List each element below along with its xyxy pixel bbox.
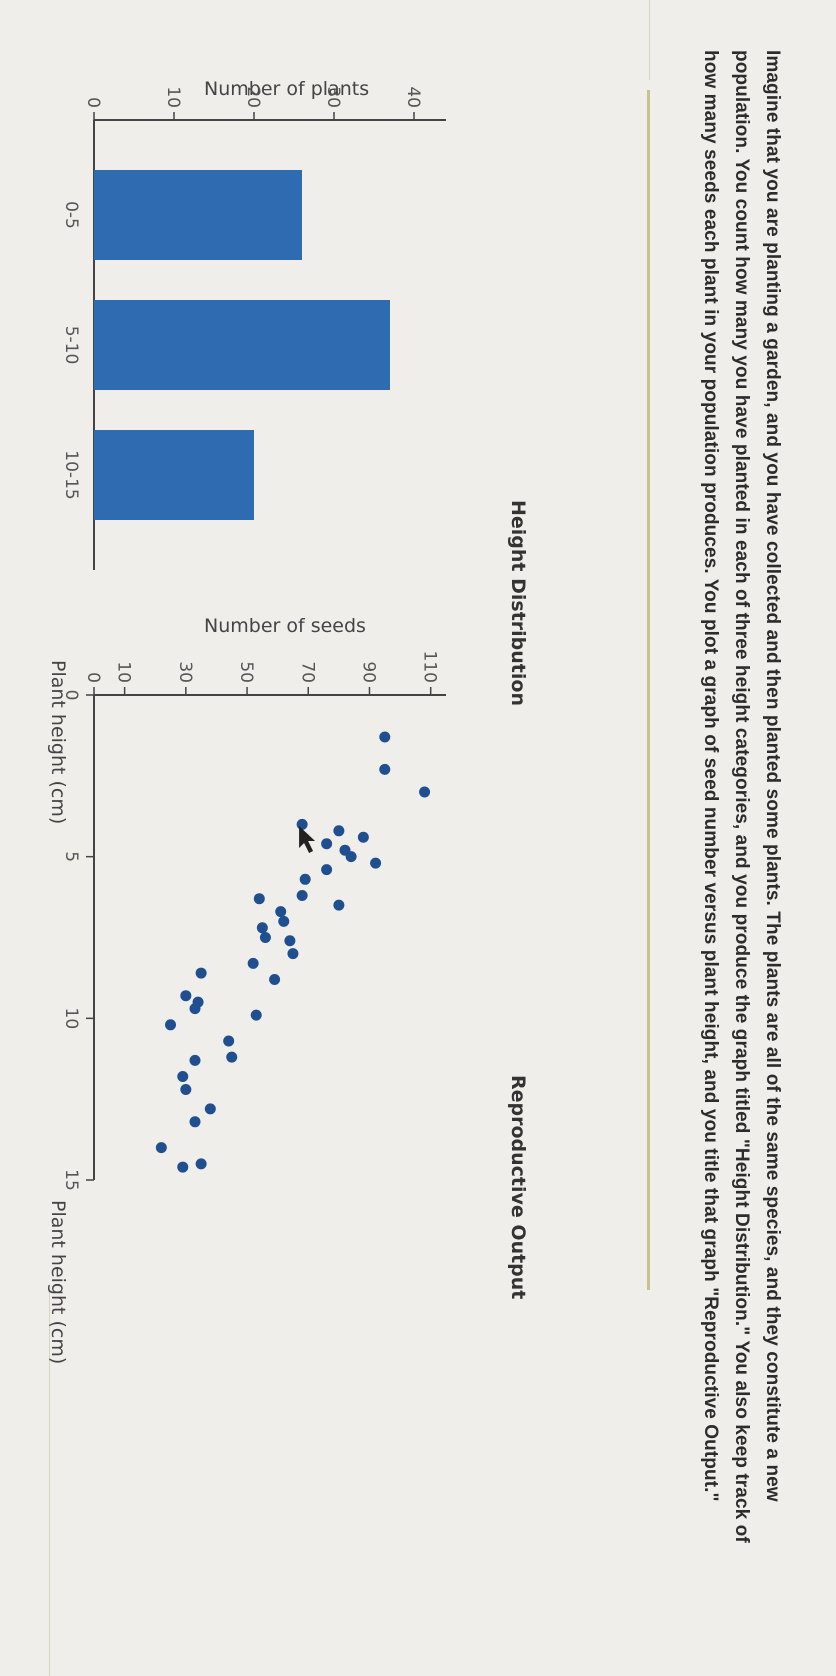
- output-chart-point: [180, 1083, 192, 1095]
- height-chart-y-tick-label: 40: [403, 86, 423, 108]
- height-chart-y-tick-label: 30: [323, 86, 343, 108]
- output-chart-point: [284, 935, 296, 947]
- output-chart-point: [259, 932, 271, 943]
- height-chart-xlabel: Plant height (cm): [47, 660, 69, 824]
- output-chart-y-tick-label: 90: [358, 661, 378, 683]
- output-chart-point: [278, 915, 290, 927]
- output-chart-point: [296, 889, 308, 901]
- output-chart-point: [296, 818, 308, 830]
- output-chart-point: [419, 786, 431, 798]
- height-chart-title: Height Distribution: [507, 500, 529, 706]
- height-chart-x-tick-label: 0-5: [61, 201, 81, 229]
- height-chart-x-tick-label: 10-15: [61, 450, 81, 499]
- output-chart-point: [269, 974, 281, 986]
- output-chart-point: [379, 731, 391, 743]
- output-chart-point: [189, 1116, 201, 1128]
- output-chart-point: [195, 1158, 207, 1170]
- output-chart-point: [333, 825, 345, 837]
- output-chart-point: [250, 1009, 262, 1021]
- output-chart-point: [256, 922, 268, 934]
- output-chart-ylabel: Number of seeds: [204, 615, 366, 637]
- output-chart-x-tick-label: 5: [61, 851, 81, 862]
- height-chart-y-tick-label: 20: [243, 86, 263, 108]
- output-chart-x-tick-label: 15: [61, 1169, 81, 1191]
- output-chart-y-tick-label: 110: [420, 651, 440, 683]
- mouse-cursor-icon: [299, 825, 316, 853]
- height-chart-y-tick-label: 0: [83, 97, 103, 108]
- height-chart-ylabel: Number of plants: [204, 78, 369, 100]
- output-chart-point: [253, 893, 265, 905]
- height-chart-x-tick-label: 5-10: [61, 326, 81, 365]
- output-chart-y-tick-label: 30: [175, 661, 195, 683]
- output-chart-point: [177, 1161, 189, 1173]
- output-chart-y-tick-label: 50: [236, 661, 256, 683]
- output-chart-title: Reproductive Output: [507, 1075, 529, 1299]
- output-chart-point: [226, 1051, 238, 1063]
- output-chart-point: [357, 831, 369, 843]
- output-chart-x-tick-label: 10: [61, 1008, 81, 1030]
- output-chart-point: [299, 873, 311, 885]
- output-chart-x-tick-label: 0: [61, 690, 81, 701]
- output-chart-y-tick-label: 0: [83, 672, 103, 683]
- height-chart-bar: [94, 430, 254, 520]
- output-chart-point: [287, 948, 299, 960]
- output-chart-point: [247, 957, 259, 969]
- output-chart-point: [345, 851, 357, 863]
- output-chart-y-tick-label: 70: [297, 661, 317, 683]
- output-chart-point: [321, 838, 333, 850]
- output-chart-point: [333, 899, 345, 911]
- height-chart-y-tick-label: 10: [163, 86, 183, 108]
- output-chart-point: [223, 1035, 235, 1047]
- output-chart-point: [370, 857, 382, 869]
- output-chart-point: [189, 1054, 201, 1066]
- height-chart-bar: [94, 170, 302, 260]
- output-chart-point: [321, 864, 333, 876]
- output-chart-y-tick-label: 10: [114, 661, 134, 683]
- output-chart-point: [189, 1003, 201, 1015]
- height-chart-bar: [94, 300, 390, 390]
- output-chart-point: [195, 967, 207, 979]
- output-chart-point: [204, 1103, 216, 1115]
- output-chart-point: [180, 990, 192, 1002]
- output-chart-point: [155, 1142, 167, 1154]
- output-chart-point: [379, 763, 391, 775]
- output-chart-point: [275, 906, 287, 918]
- output-chart-xlabel: Plant height (cm): [47, 1200, 69, 1364]
- output-chart-point: [165, 1019, 177, 1031]
- output-chart-point: [177, 1071, 189, 1083]
